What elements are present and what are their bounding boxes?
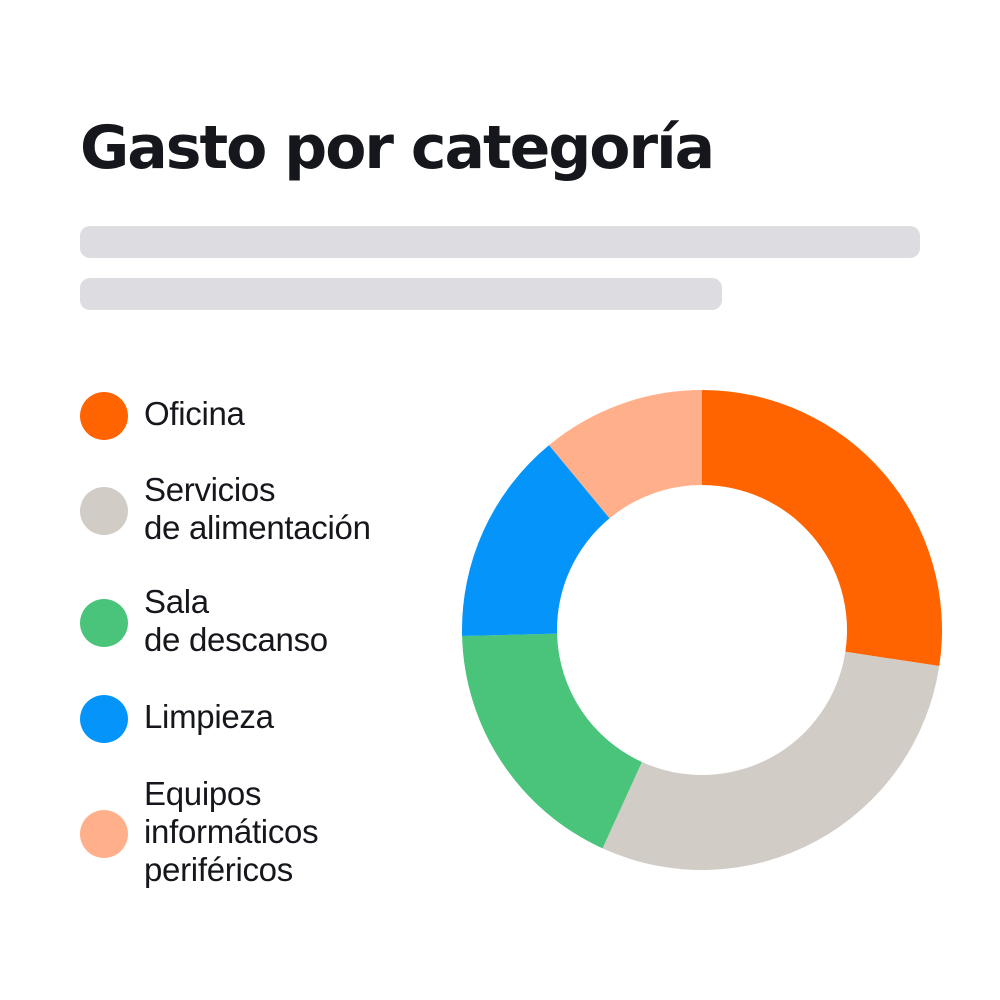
- legend-swatch: [80, 487, 128, 535]
- donut-slice-4: [462, 445, 610, 637]
- donut-slice-5: [549, 390, 702, 519]
- donut-slice-2: [602, 651, 940, 870]
- legend-swatch: [80, 810, 128, 858]
- text-placeholder-bar: [80, 226, 920, 258]
- legend-label: Servicios de alimentación: [144, 471, 371, 546]
- donut-slice-1: [702, 390, 942, 667]
- donut-slice-3: [462, 633, 642, 849]
- legend-swatch: [80, 695, 128, 743]
- legend: Oficina Servicios de alimentación Sala d…: [0, 0, 440, 1000]
- legend-swatch: [80, 599, 128, 647]
- legend-label: Sala de descanso: [144, 583, 328, 658]
- legend-swatch: [80, 392, 128, 440]
- legend-label: Oficina: [144, 395, 245, 432]
- chart-title: Gasto por categoría: [80, 113, 715, 183]
- text-placeholder-bar: [80, 278, 722, 310]
- legend-label: Limpieza: [144, 698, 274, 735]
- donut-slices: [462, 390, 942, 870]
- donut-chart: [462, 390, 942, 870]
- legend-label: Equipos informáticos periféricos: [144, 775, 319, 888]
